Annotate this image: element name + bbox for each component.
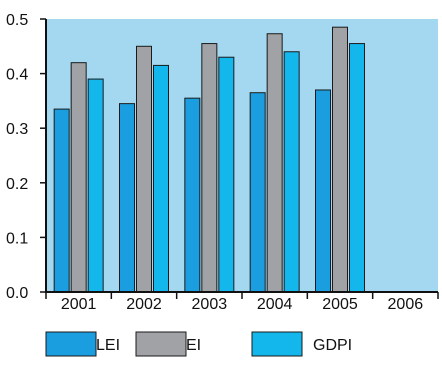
bar-lei-2001 (53, 108, 70, 293)
plot-area (46, 19, 438, 292)
bar-lei-2002 (119, 103, 135, 293)
bar-gdpi-2003 (218, 56, 235, 293)
bar-lei-2004 (249, 92, 266, 293)
bar-gdpi-2001 (87, 78, 104, 293)
legend-label-lei: LEI (96, 337, 120, 354)
y-tick-label: 0.1 (6, 230, 28, 247)
bar-gdpi-2005 (349, 43, 365, 293)
x-tick-label: 2005 (322, 296, 358, 313)
bar-gdpi-2004 (283, 51, 300, 293)
bar-ei-2002 (136, 45, 152, 293)
legend-label-gdpi: GDPI (313, 337, 352, 354)
y-tick-label: 0.5 (6, 12, 28, 29)
y-tick-label: 0.2 (6, 176, 28, 193)
y-tick-label: 0.4 (6, 67, 28, 84)
bar-ei-2003 (201, 43, 218, 293)
x-tick-label: 2001 (61, 296, 97, 313)
x-tick-label: 2002 (126, 296, 162, 313)
x-tick-label: 2004 (257, 296, 293, 313)
legend: LEI EI GDPI (45, 331, 352, 357)
y-tick-label: 0.3 (6, 121, 28, 138)
legend-label-ei: EI (186, 337, 201, 354)
bar-ei-2005 (332, 26, 348, 293)
legend-swatch-lei (45, 331, 97, 357)
bar-lei-2005 (315, 89, 331, 293)
bar-lei-2003 (184, 97, 201, 293)
bars-group (53, 26, 365, 293)
bar-ei-2001 (70, 62, 87, 293)
legend-swatch-gdpi (251, 331, 303, 357)
y-ticks-group: 0.0 0.1 0.2 0.3 0.4 0.5 (6, 12, 46, 302)
bar-ei-2004 (266, 33, 283, 293)
legend-swatch-ei (135, 331, 187, 357)
x-ticks-group: 2001 2002 2003 2004 2005 2006 (45, 292, 439, 313)
y-tick-label: 0.0 (6, 285, 28, 302)
x-tick-label: 2003 (192, 296, 228, 313)
bar-gdpi-2002 (153, 64, 169, 293)
x-tick-label: 2006 (388, 296, 424, 313)
